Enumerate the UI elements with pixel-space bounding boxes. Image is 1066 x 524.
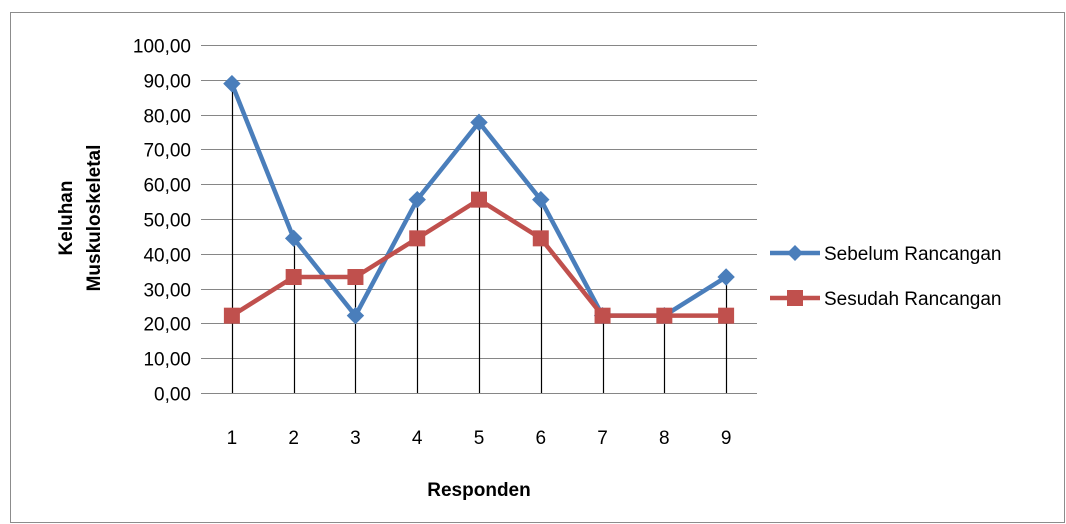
chart-border: [10, 12, 1065, 523]
series-point-1: [717, 268, 735, 286]
series-point-2: [594, 307, 611, 324]
x-tick-label: 3: [350, 428, 361, 449]
x-tick-label: 1: [227, 428, 238, 449]
y-tick-label: 50,00: [143, 211, 191, 232]
series-point-2: [718, 307, 735, 324]
legend-label-1: Sebelum Rancangan: [824, 244, 1001, 265]
y-axis-title-line-2: Muskuloskeletal: [84, 145, 105, 292]
x-tick-label: 6: [535, 428, 546, 449]
series-point-2: [656, 307, 673, 324]
x-tick-label: 2: [288, 428, 299, 449]
series-point-1: [532, 190, 550, 209]
series-point-1: [408, 190, 426, 209]
x-axis-title: Responden: [427, 480, 530, 501]
x-tick-label: 4: [412, 428, 423, 449]
x-axis-ticks: 1 2 3 4 5 6 7 8 9: [227, 428, 732, 449]
y-tick-label: 0,00: [154, 385, 191, 406]
y-tick-label: 100,00: [133, 37, 191, 58]
series-point-2: [532, 230, 549, 247]
x-tick-label: 9: [721, 428, 732, 449]
series-point-1: [223, 74, 241, 93]
y-tick-label: 20,00: [143, 315, 191, 336]
series-point-2: [347, 269, 364, 286]
series-point-2: [223, 307, 240, 324]
y-tick-label: 30,00: [143, 281, 191, 302]
y-tick-label: 60,00: [143, 176, 191, 197]
series-point-2: [471, 191, 487, 208]
legend-marker-1: [787, 245, 803, 261]
x-tick-label: 7: [597, 428, 608, 449]
series-point-1: [346, 306, 365, 325]
series: [223, 74, 735, 325]
drop-lines: [231, 83, 728, 393]
legend-marker-2: [787, 290, 803, 306]
x-tick-label: 8: [659, 428, 670, 449]
y-tick-label: 40,00: [143, 246, 191, 267]
series-point-1: [284, 229, 303, 248]
y-tick-label: 10,00: [143, 350, 191, 371]
y-tick-label: 70,00: [143, 141, 191, 162]
series-point-1: [470, 113, 488, 132]
y-axis-title-line-1: Keluhan: [56, 181, 77, 256]
y-tick-label: 80,00: [143, 107, 191, 128]
series-point-2: [285, 269, 302, 286]
legend-label-2: Sesudah Rancangan: [824, 289, 1001, 310]
series-point-2: [409, 230, 426, 247]
y-tick-label: 90,00: [143, 72, 191, 93]
legend: Sebelum Rancangan Sesudah Rancangan: [770, 244, 1001, 310]
x-tick-label: 5: [474, 428, 485, 449]
y-axis-ticks: 0,00 10,00 20,00 30,00 40,00 50,00 60,00 70,00 8…: [133, 37, 191, 406]
